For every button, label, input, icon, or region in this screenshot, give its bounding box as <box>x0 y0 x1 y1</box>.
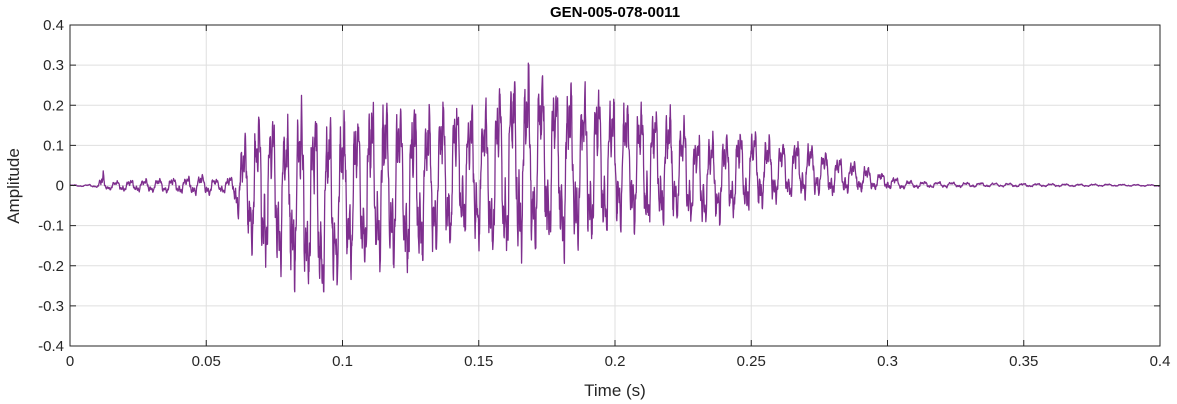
x-tick-label: 0.35 <box>1009 353 1038 370</box>
y-tick-label: -0.4 <box>38 338 64 355</box>
y-tick-label: -0.1 <box>38 218 64 235</box>
x-tick-labels: 0 0.05 0.1 0.15 0.2 0.25 0.3 0.35 0.4 <box>66 353 1171 370</box>
y-tick-label: 0 <box>56 178 64 195</box>
waveform-series <box>69 62 1161 293</box>
x-tick-label: 0.3 <box>877 353 898 370</box>
x-tick-label: 0 <box>66 353 74 370</box>
y-tick-labels: -0.4 -0.3 -0.2 -0.1 0 0.1 0.2 0.3 0.4 <box>38 17 64 355</box>
x-tick-label: 0.2 <box>605 353 626 370</box>
x-tick-label: 0.05 <box>192 353 221 370</box>
axis-ticks <box>69 24 1161 347</box>
y-tick-label: 0.1 <box>43 137 64 154</box>
x-tick-label: 0.25 <box>737 353 766 370</box>
x-tick-label: 0.15 <box>464 353 493 370</box>
y-tick-label: -0.3 <box>38 298 64 315</box>
y-tick-label: 0.4 <box>43 17 64 34</box>
y-tick-label: 0.3 <box>43 57 64 74</box>
x-tick-label: 0.1 <box>332 353 353 370</box>
grid <box>70 25 1160 346</box>
y-tick-label: -0.2 <box>38 258 64 275</box>
chart-title: GEN-005-078-0011 <box>550 4 680 21</box>
x-axis-label: Time (s) <box>584 381 646 400</box>
y-tick-label: 0.2 <box>43 97 64 114</box>
x-tick-label: 0.4 <box>1150 353 1171 370</box>
y-axis-label: Amplitude <box>4 148 23 224</box>
